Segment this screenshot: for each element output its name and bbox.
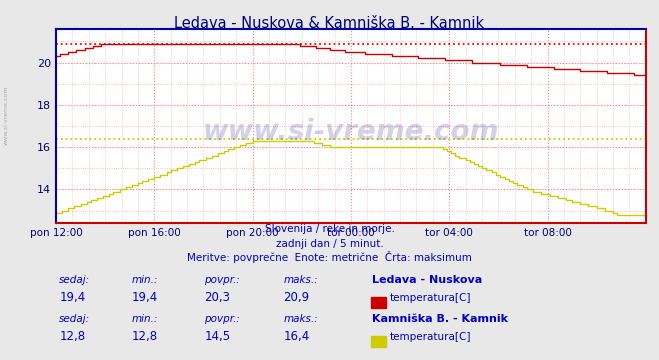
Text: www.si-vreme.com: www.si-vreme.com: [203, 118, 499, 146]
Text: maks.:: maks.:: [283, 314, 318, 324]
Text: min.:: min.:: [132, 275, 158, 285]
Text: Ledava - Nuskova: Ledava - Nuskova: [372, 275, 482, 285]
Text: temperatura[C]: temperatura[C]: [390, 332, 472, 342]
Text: 20,9: 20,9: [283, 291, 310, 303]
Text: 14,5: 14,5: [204, 330, 231, 343]
Text: min.:: min.:: [132, 314, 158, 324]
Text: povpr.:: povpr.:: [204, 314, 240, 324]
Text: maks.:: maks.:: [283, 275, 318, 285]
Text: temperatura[C]: temperatura[C]: [390, 293, 472, 303]
Text: Kamniška B. - Kamnik: Kamniška B. - Kamnik: [372, 314, 508, 324]
Text: Meritve: povprečne  Enote: metrične  Črta: maksimum: Meritve: povprečne Enote: metrične Črta:…: [187, 251, 472, 263]
Text: 19,4: 19,4: [132, 291, 158, 303]
Text: 19,4: 19,4: [59, 291, 86, 303]
Text: 16,4: 16,4: [283, 330, 310, 343]
Text: sedaj:: sedaj:: [59, 314, 90, 324]
Text: 20,3: 20,3: [204, 291, 230, 303]
Text: 12,8: 12,8: [59, 330, 86, 343]
Text: 12,8: 12,8: [132, 330, 158, 343]
Text: Slovenija / reke in morje.: Slovenija / reke in morje.: [264, 224, 395, 234]
Text: Ledava - Nuskova & Kamniška B. - Kamnik: Ledava - Nuskova & Kamniška B. - Kamnik: [175, 16, 484, 31]
Text: povpr.:: povpr.:: [204, 275, 240, 285]
Text: www.si-vreme.com: www.si-vreme.com: [4, 85, 9, 145]
Text: zadnji dan / 5 minut.: zadnji dan / 5 minut.: [275, 239, 384, 249]
Text: sedaj:: sedaj:: [59, 275, 90, 285]
